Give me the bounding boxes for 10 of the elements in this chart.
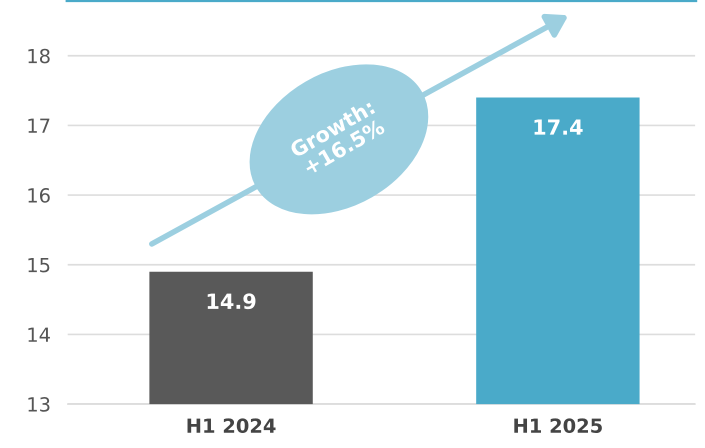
data-label: 17.4 — [534, 119, 583, 135]
y-tick-label: 14 — [28, 328, 50, 342]
y-tick-label: 13 — [28, 397, 50, 412]
x-tick-label: H1 2024 — [188, 418, 276, 434]
y-tick-label: 15 — [28, 258, 50, 272]
x-tick-label: H1 2025 — [514, 418, 602, 434]
y-tick-label: 18 — [28, 48, 50, 64]
data-label: 14.9 — [208, 293, 256, 310]
y-tick-label: 17 — [28, 118, 50, 133]
y-tick-label: 16 — [28, 188, 50, 203]
